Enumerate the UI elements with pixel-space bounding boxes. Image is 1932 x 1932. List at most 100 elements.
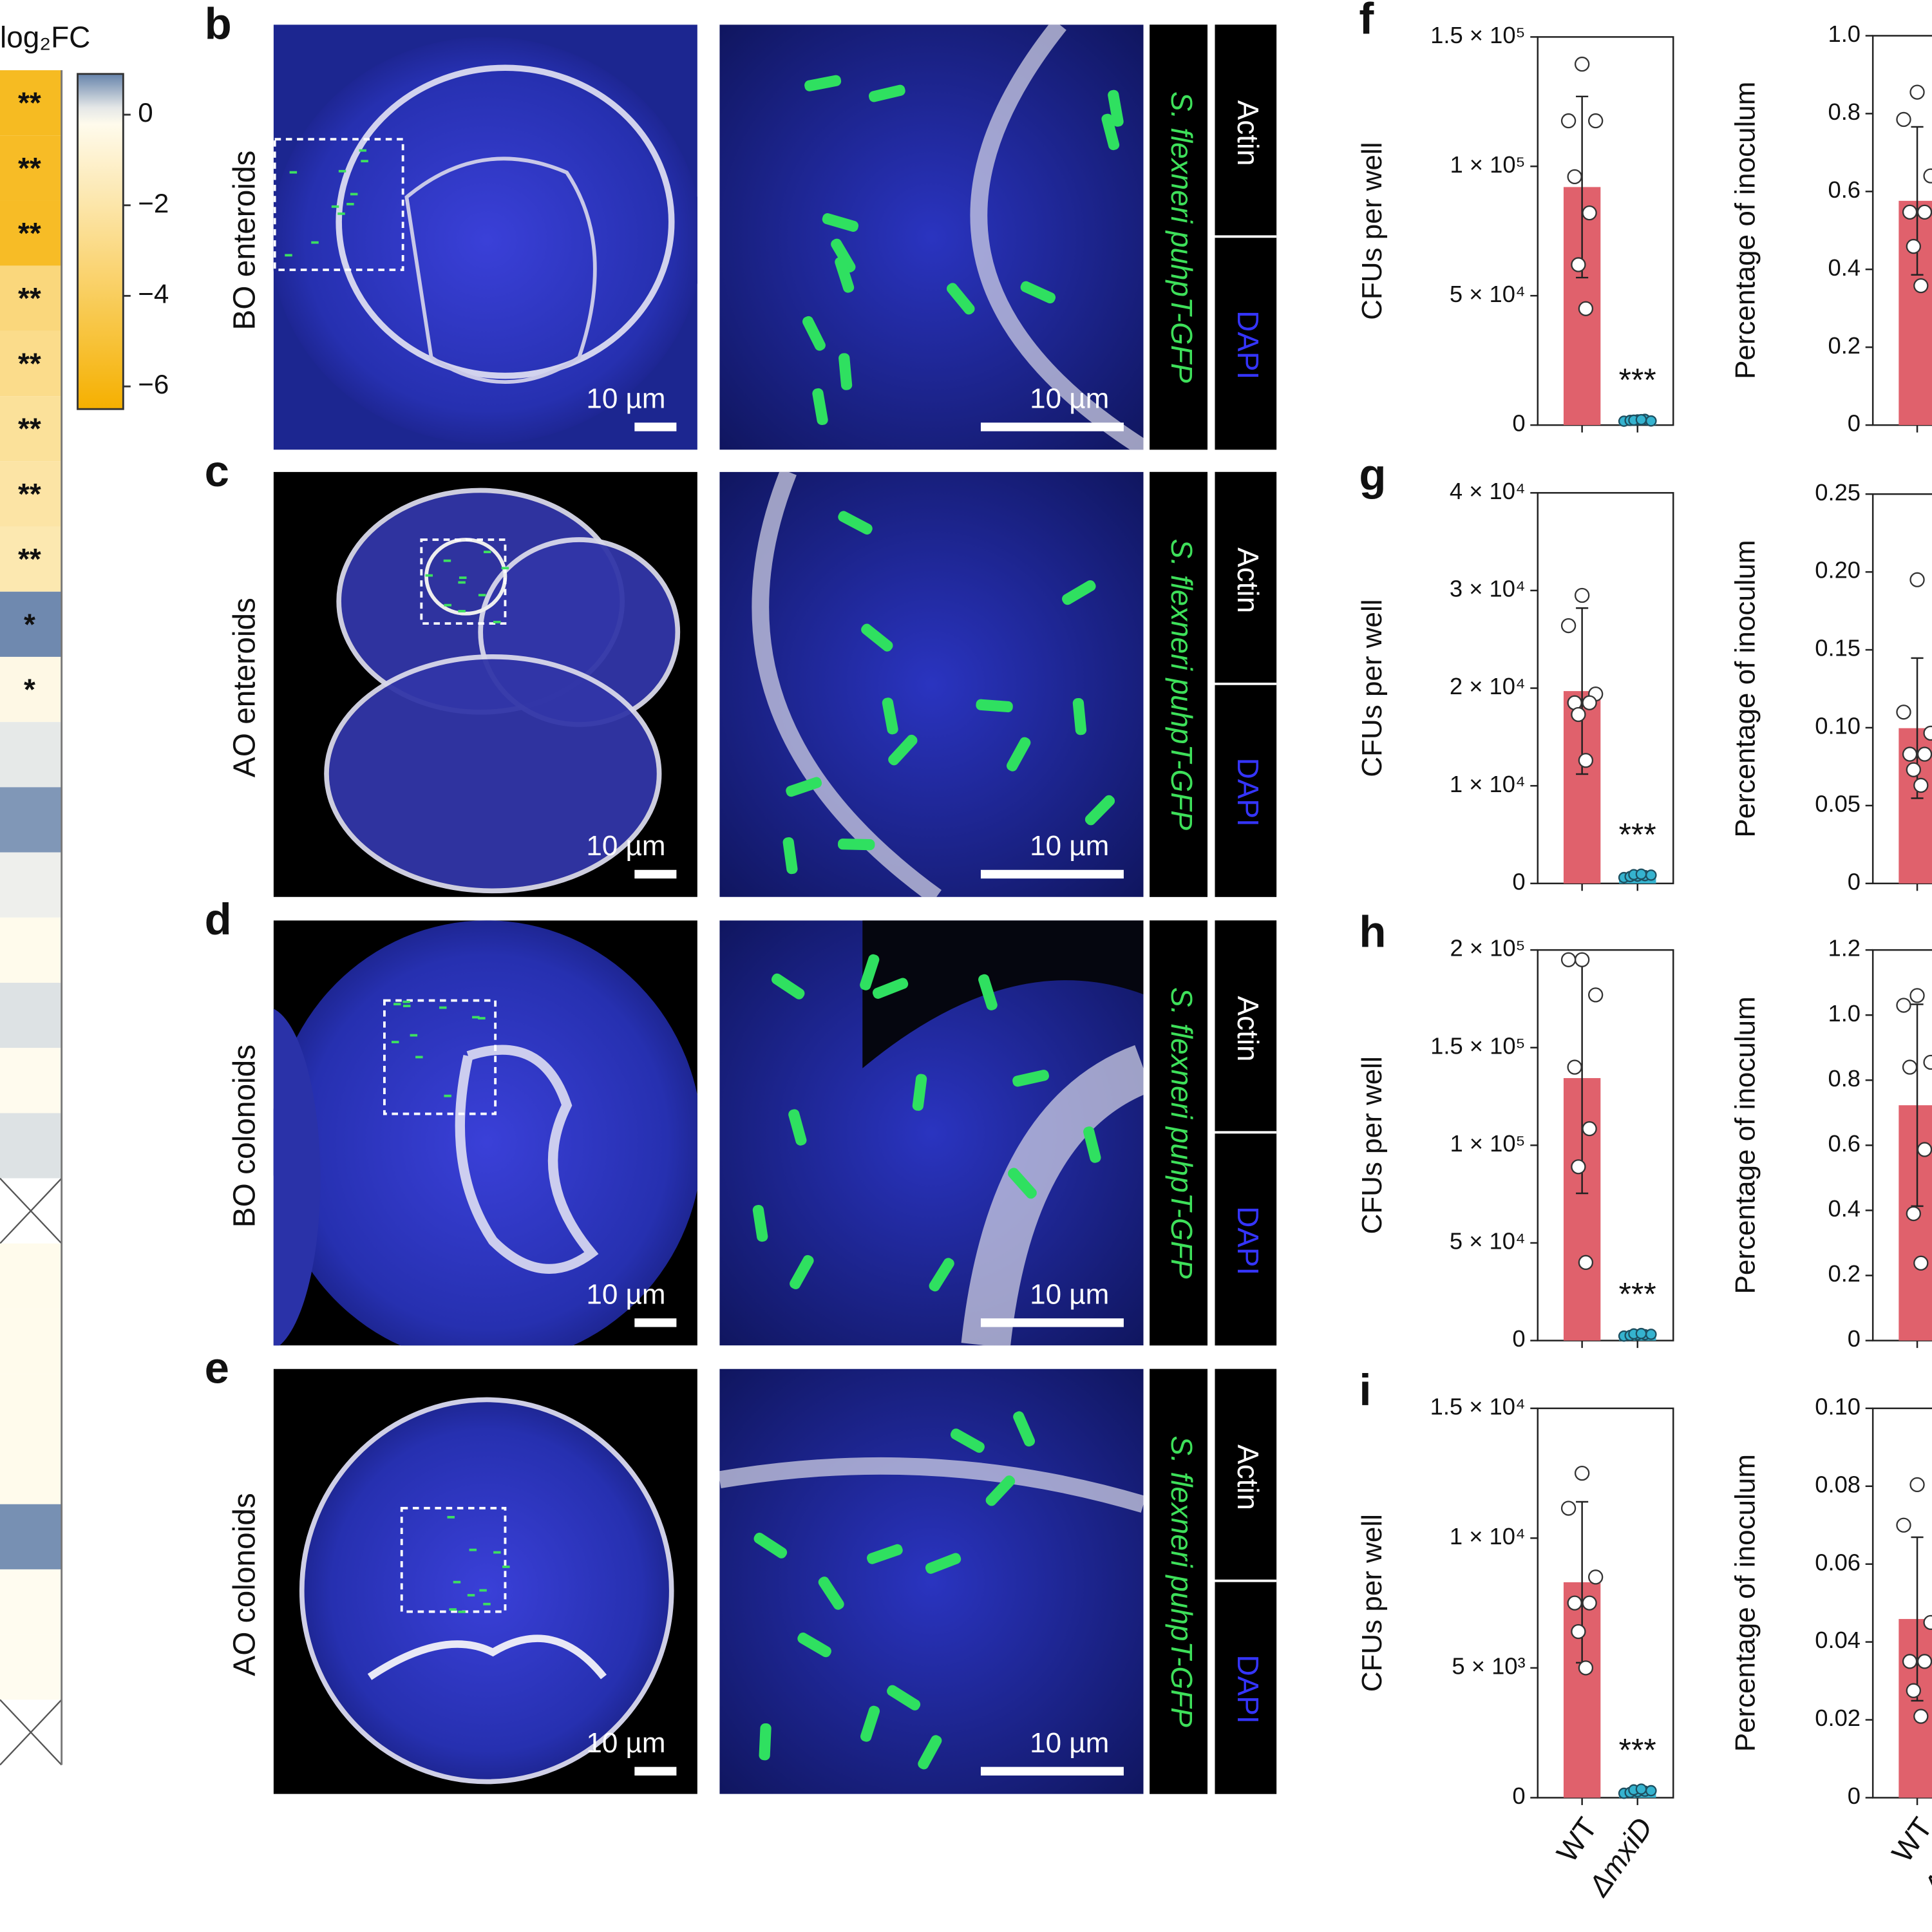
zoom-region <box>420 538 507 625</box>
y-axis-label: Percentage of inoculum <box>1730 996 1761 1294</box>
bacterium <box>391 1041 399 1044</box>
scale-bar <box>980 422 1124 431</box>
row-label: BO colonoids <box>227 1045 261 1227</box>
data-point <box>1896 111 1911 128</box>
bacterium <box>835 256 855 293</box>
channel-label: Actin <box>1231 996 1265 1062</box>
data-point <box>1574 952 1590 967</box>
bacterium <box>502 1566 510 1568</box>
bacterium <box>1020 281 1056 304</box>
data-point <box>1578 301 1594 316</box>
y-axis-label: Percentage of inoculum <box>1730 82 1761 379</box>
data-point <box>1574 587 1590 603</box>
y-tick-label: 0 <box>1512 1325 1525 1352</box>
bacterium <box>478 1017 486 1020</box>
data-point <box>1913 1255 1929 1271</box>
y-tick-label: 5 × 10³ <box>1452 1653 1525 1680</box>
bacterium <box>1008 1168 1037 1199</box>
data-point <box>1913 777 1929 793</box>
channel-strip <box>1150 920 1208 1346</box>
heatmap-cell <box>0 983 62 1048</box>
panel-letter: g <box>1359 450 1386 500</box>
scale-bar-label: 10 µm <box>1030 1727 1109 1759</box>
bacterium <box>484 551 491 553</box>
y-tick-label: 3 × 10⁴ <box>1450 576 1526 602</box>
bacterium <box>493 1551 501 1554</box>
overview-image <box>273 24 697 450</box>
y-tick-label: 1.0 <box>1828 1000 1861 1027</box>
scale-bar-label: 10 µm <box>586 383 665 414</box>
bacterium <box>478 594 486 596</box>
plot-frame <box>1871 35 1932 426</box>
data-point <box>1645 869 1657 881</box>
bacterium <box>458 1610 466 1613</box>
data-point <box>1645 1785 1657 1797</box>
bacterium <box>1062 580 1096 605</box>
bacterium <box>331 205 339 208</box>
heatmap-cell <box>0 1309 62 1374</box>
heatmap-cell <box>0 656 62 723</box>
significance: * <box>24 607 35 641</box>
channel-label: DAPI <box>1231 1206 1265 1275</box>
y-tick-label: 0.2 <box>1828 332 1861 359</box>
data-point <box>1917 746 1932 762</box>
organoid-side <box>273 1009 321 1346</box>
overview-image <box>273 471 697 897</box>
data-point <box>1902 1059 1918 1075</box>
data-point <box>1635 1327 1647 1340</box>
heatmap-cell <box>0 1243 62 1309</box>
bacterium <box>346 203 354 205</box>
bacterium <box>402 1000 410 1003</box>
bacterium <box>860 1705 880 1742</box>
y-tick-label: 1 × 10⁵ <box>1450 1130 1525 1157</box>
y-axis-label: CFUs per well <box>1356 599 1388 777</box>
bacterium <box>467 1594 475 1596</box>
zoom-image <box>719 920 1144 1346</box>
heatmap-cell <box>0 200 62 266</box>
bacterium <box>1084 795 1115 826</box>
channel-label: Actin <box>1231 100 1265 166</box>
scale-bar <box>634 1318 677 1327</box>
data-point <box>1923 1054 1932 1070</box>
scale-bar <box>634 869 677 879</box>
scale-bar-label: 10 µm <box>586 1278 665 1310</box>
y-tick-label: 0 <box>1848 868 1861 895</box>
bacterium <box>479 1589 487 1592</box>
heatmap-cell <box>0 1439 62 1504</box>
bacterium <box>782 837 798 875</box>
y-tick-label: 0 <box>1512 868 1525 895</box>
heatmap-cell <box>0 917 62 983</box>
colorbar-tick-label: 0 <box>138 97 153 128</box>
heatmap-cell <box>0 330 62 397</box>
heatmap-cell <box>0 722 62 788</box>
row-label: BO enteroids <box>227 151 261 330</box>
bacterium <box>393 1003 401 1006</box>
dark-corner <box>862 920 1144 1068</box>
zoom-region <box>273 138 404 271</box>
actin-lumen <box>404 156 597 384</box>
image-background <box>719 1368 1144 1794</box>
data-point <box>1902 204 1918 220</box>
bacterium <box>771 973 805 999</box>
y-tick-label: 0.04 <box>1815 1627 1861 1653</box>
zoom-image <box>719 471 1144 897</box>
scale-bar-label: 10 µm <box>1030 830 1109 862</box>
bacterium <box>950 1428 985 1453</box>
bacterium <box>925 1553 961 1574</box>
heatmap-cell <box>0 852 62 918</box>
bacterium <box>802 316 826 351</box>
bacterium <box>861 623 893 652</box>
zoom-region <box>383 999 497 1115</box>
bacterium <box>912 1074 927 1111</box>
data-point <box>1567 1059 1582 1075</box>
bacterium <box>459 576 467 579</box>
data-point <box>1645 415 1657 427</box>
bacterium <box>501 567 509 570</box>
colorbar-tick-label: −2 <box>138 188 169 218</box>
channel-label: DAPI <box>1231 758 1265 827</box>
image-background <box>719 24 1144 450</box>
bacterium <box>453 1580 461 1584</box>
scale-bar <box>634 422 677 431</box>
heatmap-cell <box>0 1048 62 1113</box>
